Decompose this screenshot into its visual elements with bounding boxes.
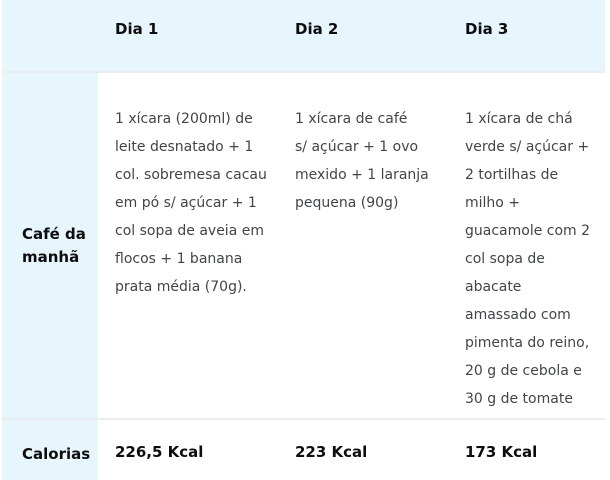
corner-cell xyxy=(2,0,98,71)
row-header-cafe-da-manha: Café da manhã xyxy=(2,71,98,418)
column-header-dia-2: Dia 2 xyxy=(278,0,448,71)
row-header-calorias: Calorias xyxy=(2,418,98,480)
calorias-dia-1-cell: 226,5 Kcal xyxy=(98,418,278,480)
breakfast-dia-3-cell: 1 xícara de chá verde s/ açúcar + 2 tort… xyxy=(448,71,605,418)
breakfast-dia-2-cell: 1 xícara de café s/ açúcar + 1 ovo mexid… xyxy=(278,71,448,418)
column-header-dia-1: Dia 1 xyxy=(98,0,278,71)
breakfast-dia-1-cell: 1 xícara (200ml) de leite desnatado + 1 … xyxy=(98,71,278,418)
column-header-dia-3: Dia 3 xyxy=(448,0,605,71)
calorias-dia-3-cell: 173 Kcal xyxy=(448,418,605,480)
calorias-dia-2-cell: 223 Kcal xyxy=(278,418,448,480)
